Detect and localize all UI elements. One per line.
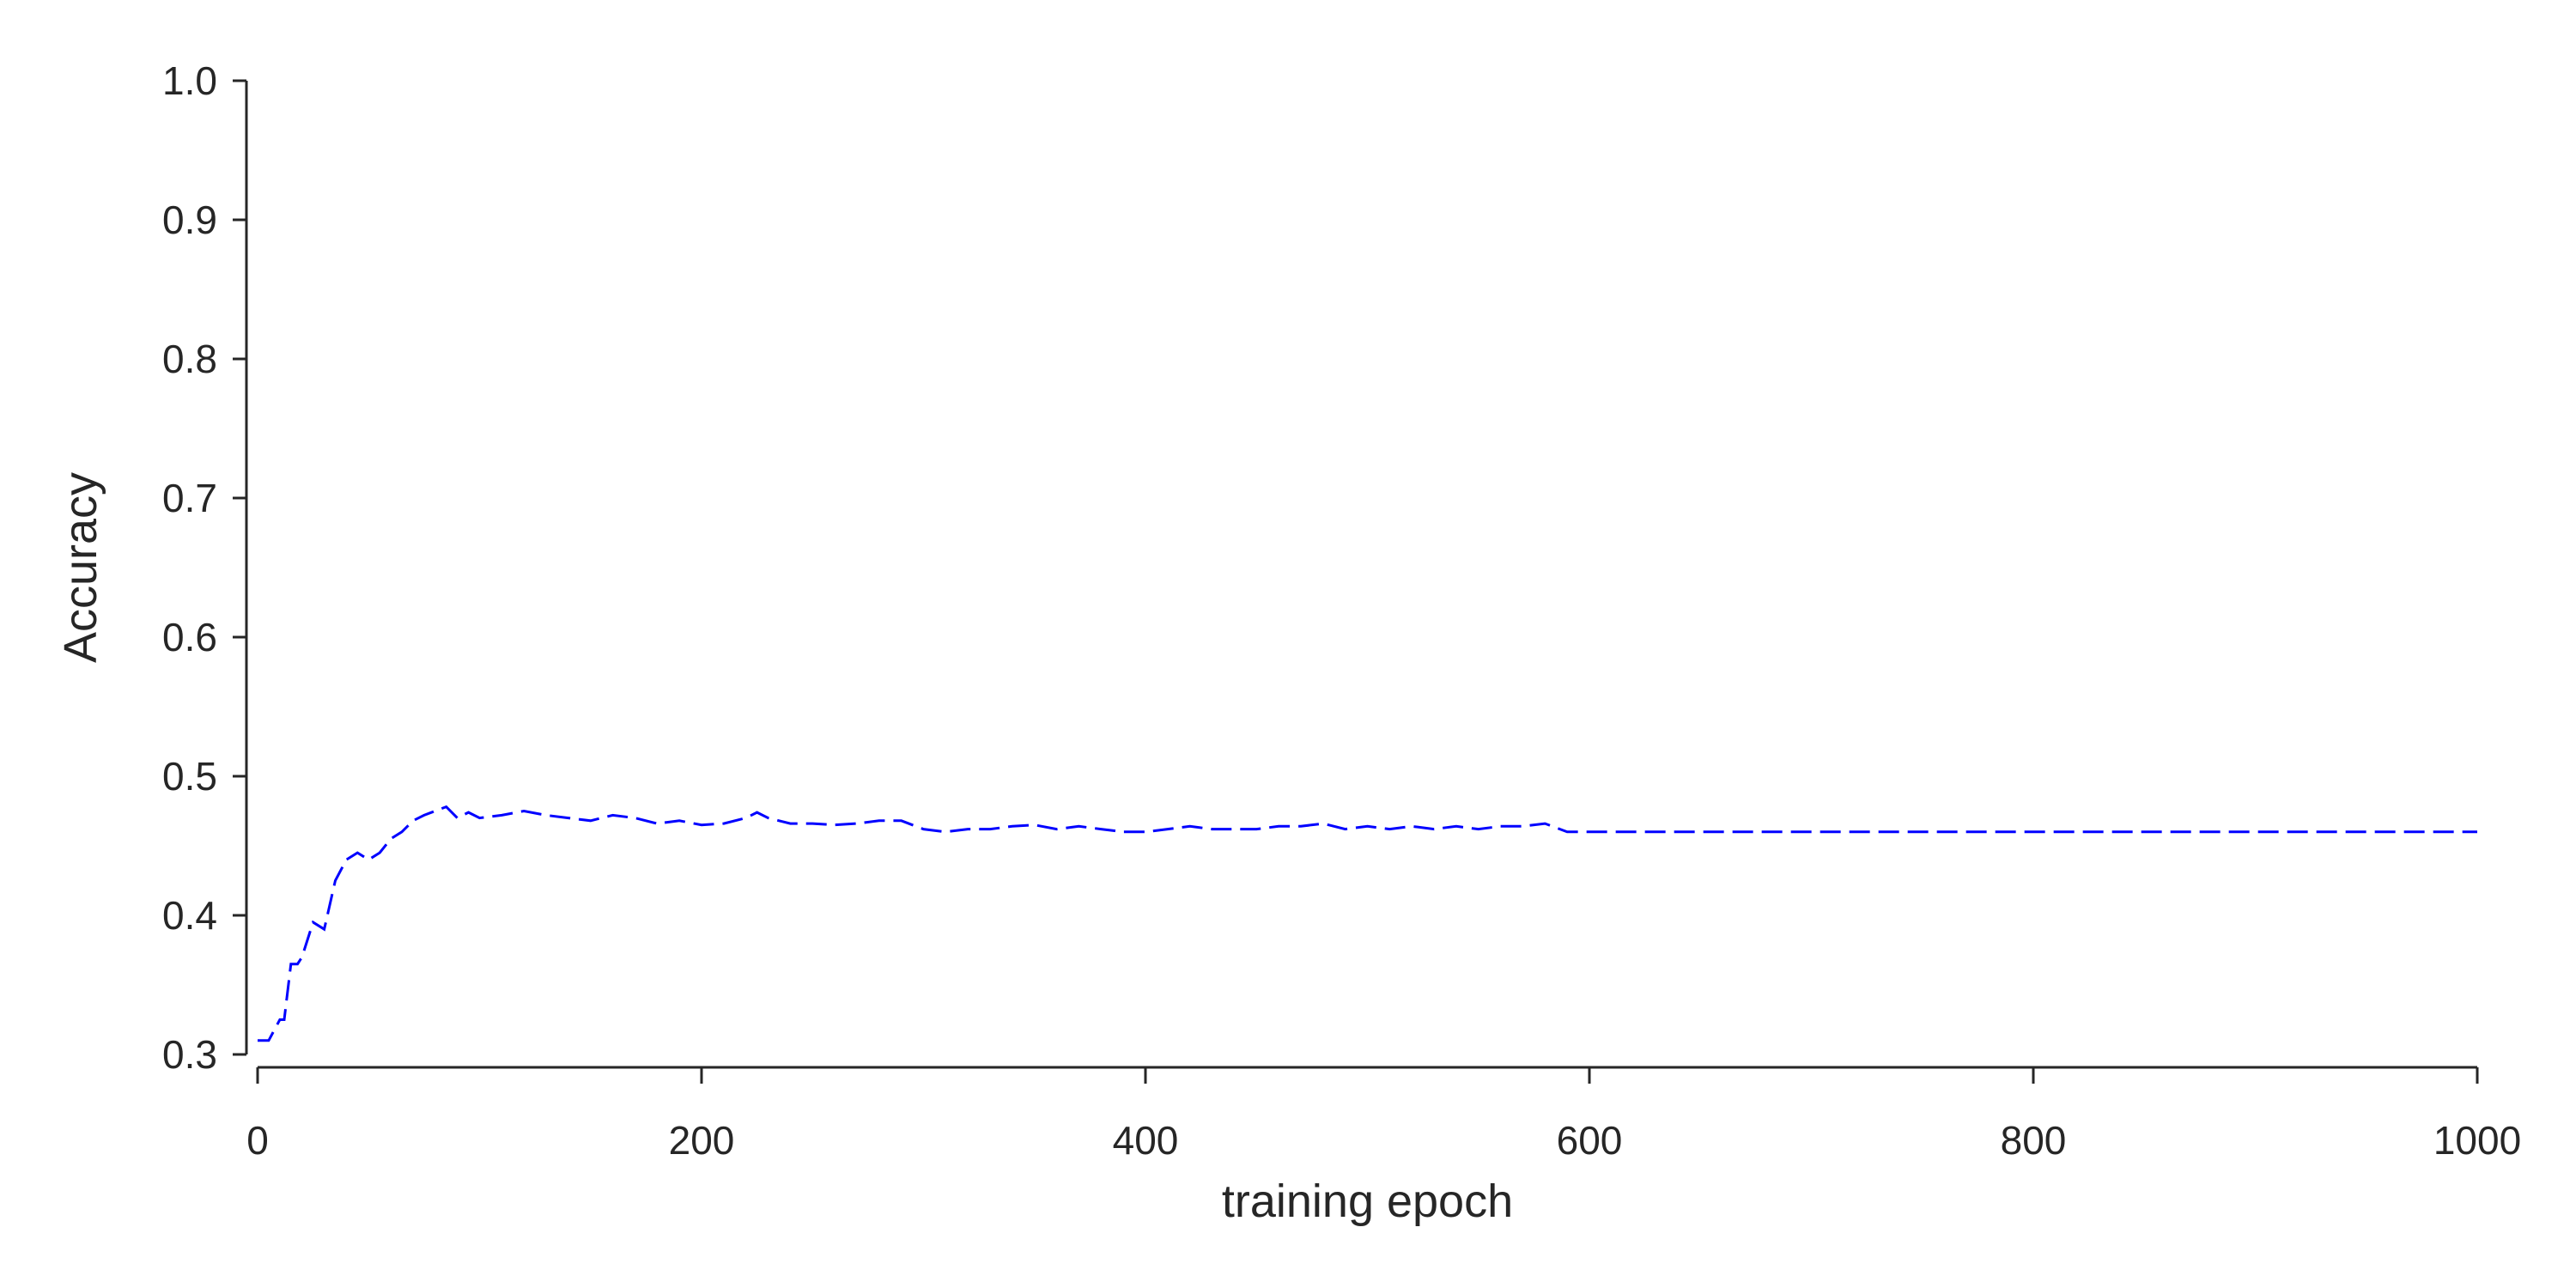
accuracy-series-line	[258, 805, 2477, 1042]
x-axis-label: training epoch	[1222, 1176, 1513, 1227]
y-tick-label: 0.6	[162, 615, 217, 659]
y-axis-ticks: 0.3 0.4 0.5 0.6 0.7 0.8 0.9 1.0	[162, 58, 246, 1077]
x-tick-label: 1000	[2433, 1118, 2521, 1163]
y-tick-label: 1.0	[162, 58, 217, 103]
x-tick-label: 400	[1113, 1118, 1179, 1163]
y-tick-label: 0.7	[162, 476, 217, 520]
x-tick-label: 800	[2001, 1118, 2067, 1163]
plot-series	[258, 805, 2477, 1042]
x-tick-label: 600	[1557, 1118, 1623, 1163]
x-tick-label: 0	[246, 1118, 269, 1163]
y-tick-label: 0.9	[162, 197, 217, 242]
y-tick-label: 0.8	[162, 337, 217, 381]
y-tick-label: 0.5	[162, 754, 217, 799]
y-tick-label: 0.4	[162, 893, 217, 938]
x-tick-label: 200	[669, 1118, 735, 1163]
y-axis-label: Accuracy	[55, 472, 106, 663]
y-tick-label: 0.3	[162, 1032, 217, 1077]
x-axis-ticks: 0 200 400 600 800 1000	[246, 1067, 2521, 1163]
